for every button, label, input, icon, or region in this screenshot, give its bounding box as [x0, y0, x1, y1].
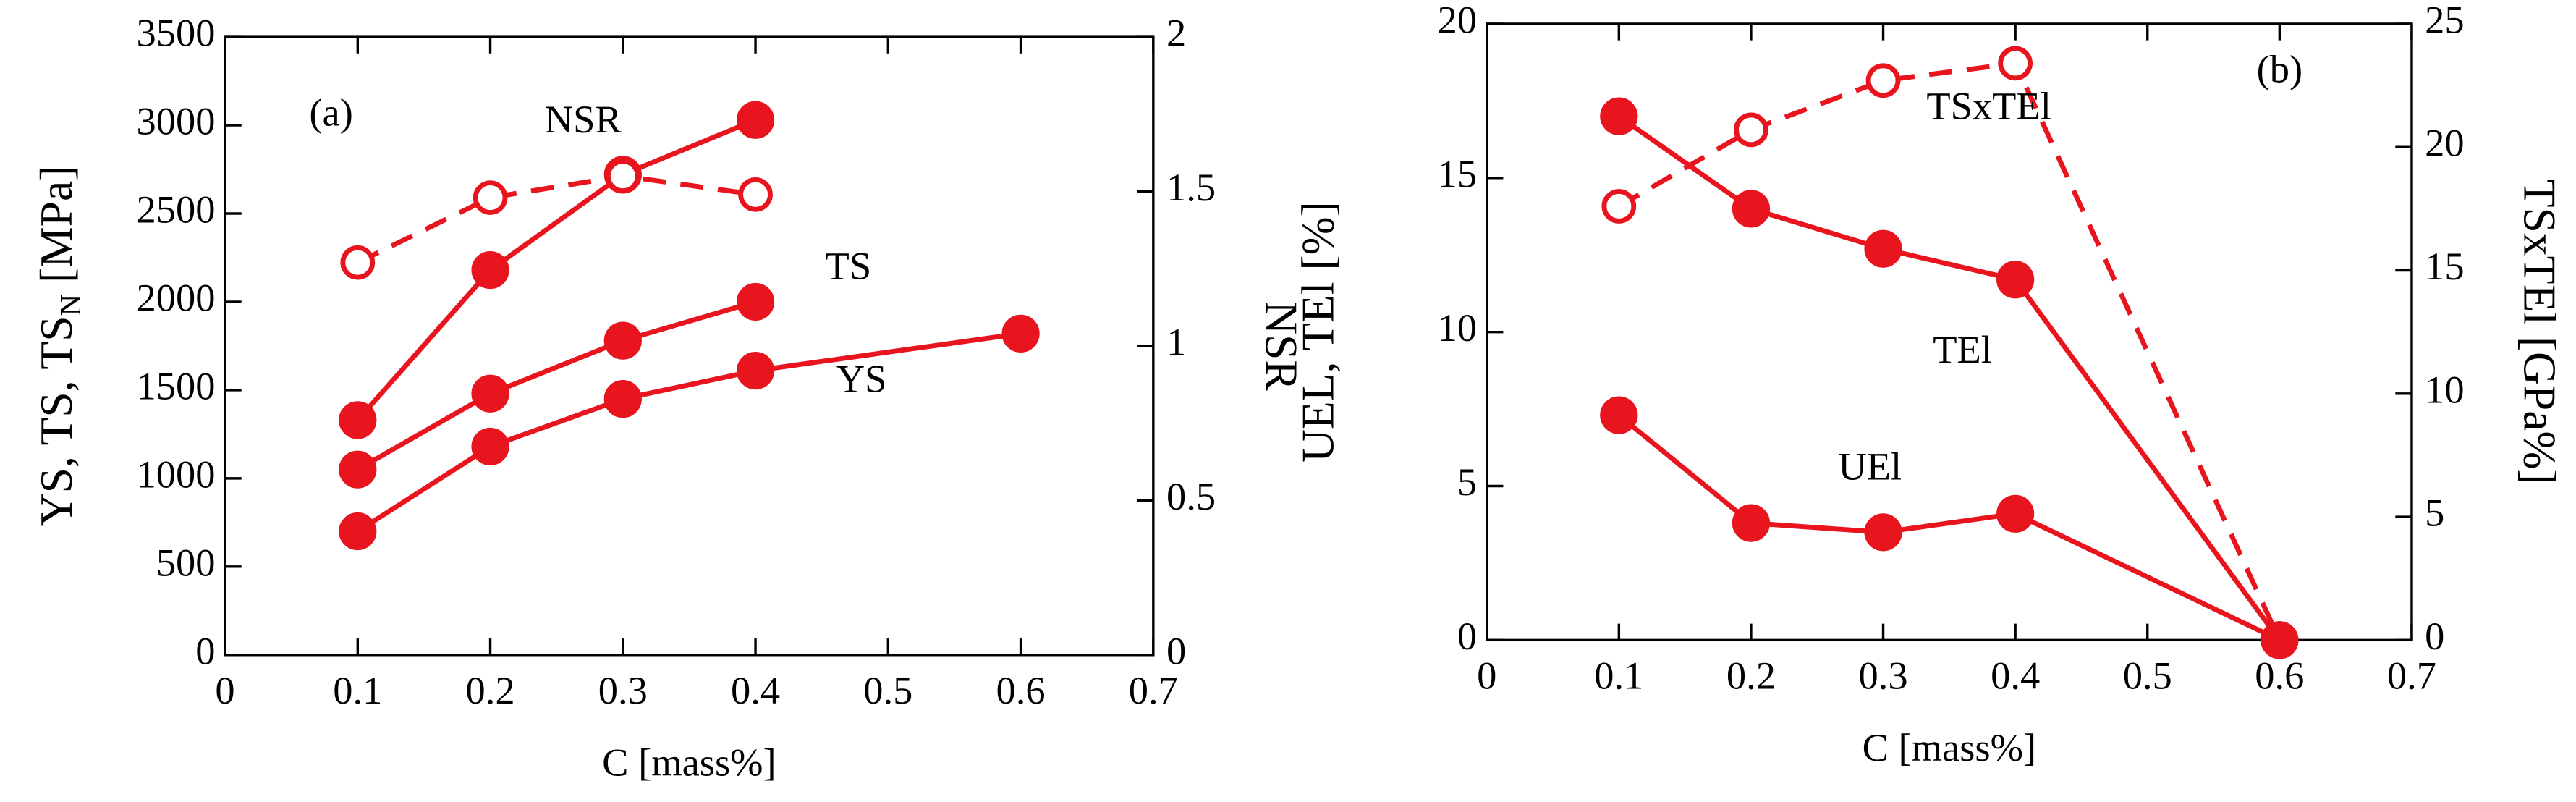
x-tick-label: 0.4	[731, 668, 780, 712]
marker	[1601, 189, 1637, 224]
y-tick-label: 1500	[136, 363, 215, 408]
panel: 0 0.1 0.2 0.3 0.4 0.5 0.6 0.7050010001500200025…	[30, 11, 1308, 785]
x-tick-label: 0.6	[2255, 653, 2304, 697]
marker	[1600, 97, 1638, 135]
marker	[1996, 494, 2035, 533]
y2-tick-label: 2	[1166, 11, 1186, 55]
x-tick-label: 0.5	[863, 668, 912, 712]
series-label: UEl	[1838, 444, 1902, 489]
marker	[1998, 46, 2033, 81]
x-tick-label: 0.3	[598, 668, 648, 712]
marker	[1732, 190, 1771, 228]
marker	[471, 250, 509, 290]
x-tick-label: 0.7	[2387, 653, 2436, 697]
marker	[603, 380, 642, 418]
x-tick-label: 0.7	[1129, 668, 1178, 712]
marker	[340, 245, 376, 280]
marker	[471, 427, 509, 466]
marker	[339, 450, 377, 489]
marker	[2261, 621, 2299, 659]
marker	[1996, 261, 2035, 299]
panel-label: (a)	[309, 90, 352, 134]
marker	[339, 512, 377, 551]
series-label: NSR	[545, 97, 622, 141]
y-tick-label: 2500	[136, 187, 215, 232]
y2-tick-label: 0.5	[1166, 474, 1216, 518]
y2-tick-label: 0	[1166, 628, 1186, 672]
x-axis-label: C [mass%]	[602, 740, 776, 785]
x-tick-label: 0.3	[1858, 653, 1907, 697]
y-axis-label: UEL, TEl [%]	[1292, 201, 1343, 463]
marker	[605, 159, 640, 194]
panel-label: (b)	[2257, 47, 2303, 91]
y-tick-label: 3000	[136, 99, 215, 143]
series-label: TSxTEl	[1926, 84, 2051, 128]
y-tick-label: 5	[1457, 460, 1477, 504]
series-line	[1617, 413, 2281, 643]
series-line	[356, 173, 756, 265]
y-axis-label: YS, TS, TSN [MPa]	[30, 166, 88, 527]
y-axis-label-unit: [MPa]	[30, 166, 82, 295]
y-axis-label-sub: N	[55, 295, 88, 316]
series-line	[355, 117, 757, 422]
x-tick-label: 0.6	[996, 668, 1046, 712]
y2-tick-label: 25	[2425, 0, 2464, 41]
y-tick-label: 500	[156, 540, 216, 584]
series-line	[356, 299, 757, 472]
y-axis-label-text: UEL, TEl [%]	[1292, 201, 1343, 463]
y2-tick-label: 5	[2425, 491, 2444, 535]
y2-tick-label: 1.5	[1166, 165, 1216, 209]
x-tick-label: 0	[215, 668, 234, 712]
series-line	[1617, 114, 2282, 642]
series-label: TS	[826, 244, 872, 288]
y-axis-label-text: YS, TS, TS	[30, 316, 82, 526]
marker	[736, 282, 775, 321]
x-tick-label: 0.1	[1594, 653, 1643, 697]
marker	[1732, 504, 1771, 542]
x-tick-label: 0.2	[466, 668, 515, 712]
marker	[473, 180, 508, 215]
y2-axis-label: NSR	[1256, 301, 1308, 391]
y2-tick-label: 15	[2425, 244, 2464, 288]
marker	[603, 321, 642, 360]
x-axis-label: C [mass%]	[1863, 725, 2037, 769]
marker	[1734, 112, 1768, 148]
y-tick-label: 1000	[136, 452, 215, 496]
y-tick-label: 2000	[136, 275, 215, 319]
marker	[736, 351, 775, 390]
series-line	[356, 331, 1022, 533]
y-tick-label: 0	[195, 628, 215, 672]
y2-tick-label: 1	[1166, 319, 1186, 363]
marker	[1001, 314, 1040, 353]
y-tick-label: 20	[1438, 0, 1477, 41]
y-tick-label: 10	[1438, 305, 1477, 350]
x-tick-label: 0.1	[333, 668, 382, 712]
series-label: TEl	[1933, 327, 1992, 371]
y2-tick-label: 10	[2425, 367, 2464, 411]
y-tick-label: 0	[1457, 614, 1477, 658]
marker	[339, 401, 377, 439]
marker	[736, 101, 775, 139]
series-label: YS	[836, 357, 887, 401]
panel: 0 0.1 0.2 0.3 0.4 0.5 0.6 0.7051015200510152025…	[1292, 0, 2565, 769]
y-tick-label: 15	[1438, 151, 1477, 195]
marker	[1864, 229, 1902, 268]
y2-tick-label: 0	[2425, 614, 2444, 658]
marker	[1864, 513, 1902, 552]
x-tick-label: 0.4	[1991, 653, 2040, 697]
x-tick-label: 0	[1477, 653, 1496, 697]
x-tick-label: 0.2	[1726, 653, 1776, 697]
x-tick-label: 0.5	[2123, 653, 2172, 697]
marker	[1865, 63, 1901, 98]
y-tick-label: 3500	[136, 11, 215, 55]
marker	[471, 374, 509, 413]
y2-axis-label: TSxTEl [GPa%]	[2514, 180, 2566, 485]
marker	[738, 177, 773, 212]
y2-tick-label: 20	[2425, 121, 2464, 165]
marker	[1600, 396, 1638, 434]
